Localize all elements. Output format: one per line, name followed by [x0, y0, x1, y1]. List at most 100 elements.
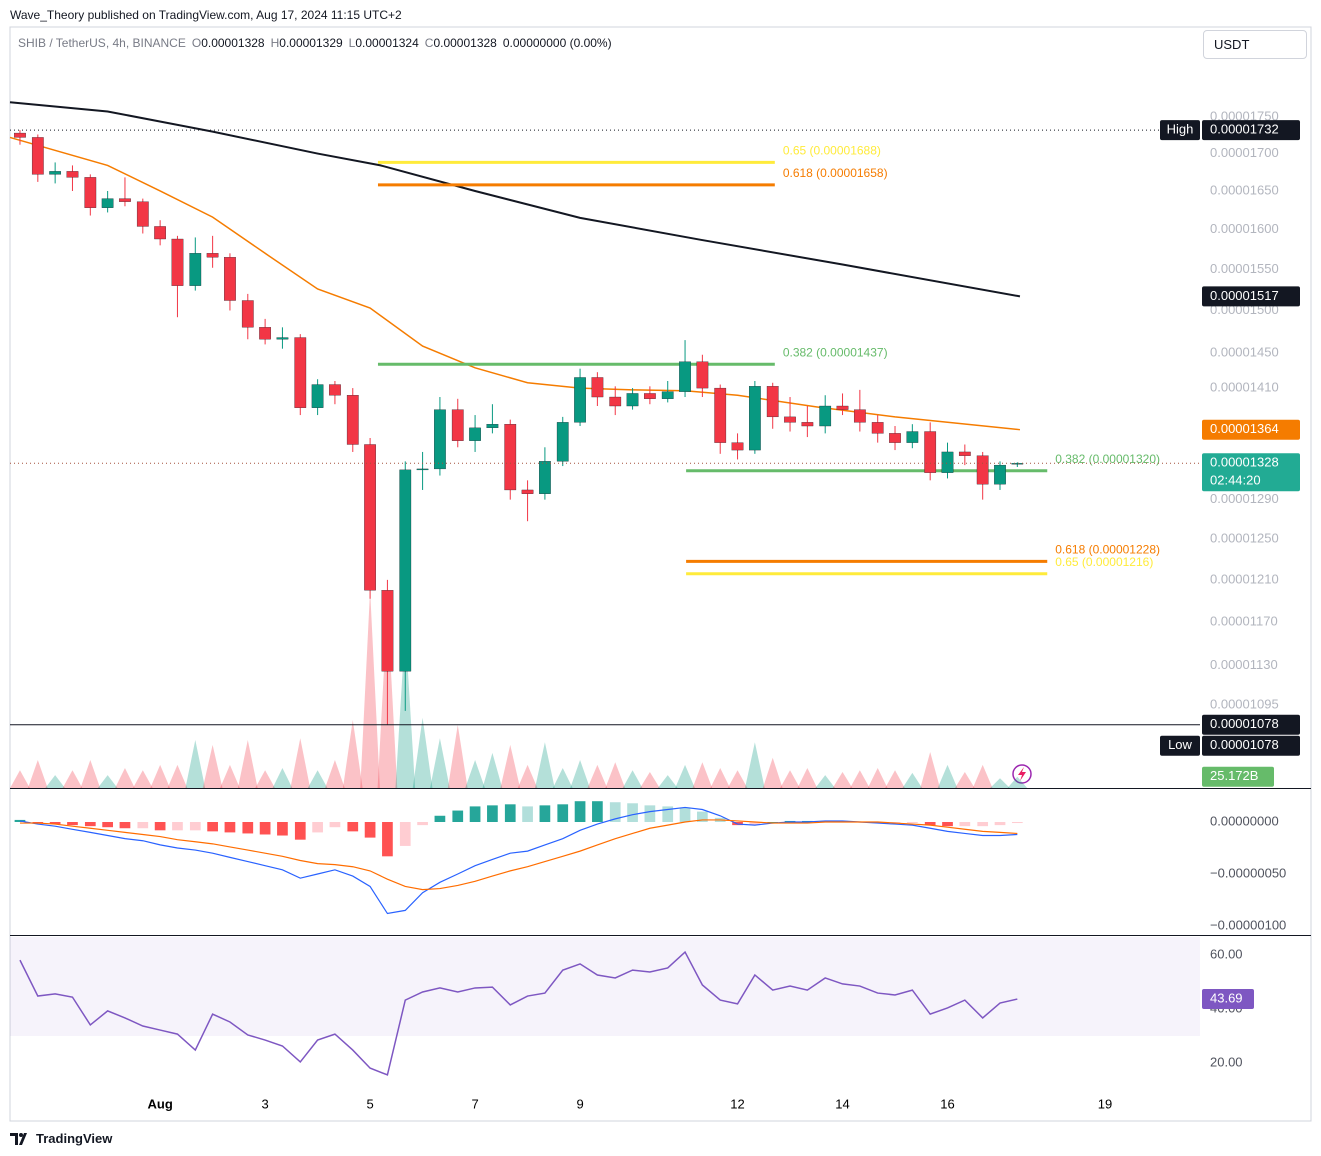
volume-area — [990, 778, 1010, 788]
ohlc-value: 0.00001328 — [201, 36, 265, 50]
volume-area — [115, 768, 135, 788]
volume-area — [762, 757, 783, 788]
symbol-line: SHIB / TetherUS, 4h, BINANCE O0.00001328 H… — [18, 36, 612, 50]
volume-area — [447, 724, 468, 788]
candle-body — [84, 177, 97, 208]
macd-histogram-bar — [329, 822, 341, 828]
volume-area — [885, 770, 905, 788]
fib-label: 0.618 (0.00001658) — [783, 166, 888, 180]
macd-histogram-bar — [137, 822, 149, 829]
fib-label: 0.65 (0.00001216) — [1055, 555, 1153, 569]
macd-histogram-bar — [977, 822, 989, 827]
price-label-box — [1202, 120, 1300, 141]
rsi-tick-label: 20.00 — [1210, 1054, 1243, 1069]
candle-body — [819, 405, 832, 427]
fib-label: 0.382 (0.00001437) — [783, 345, 888, 359]
candle-body — [871, 422, 884, 434]
candle-body — [241, 300, 254, 328]
candle-body — [171, 238, 184, 286]
x-tick-label: Aug — [147, 1096, 172, 1111]
macd-histogram-bar — [469, 806, 481, 823]
candle-body — [206, 253, 219, 258]
macd-histogram-bar — [749, 822, 761, 826]
macd-histogram-bar — [294, 822, 306, 840]
candle-body — [976, 455, 989, 485]
volume-area — [272, 768, 293, 788]
ohlc-value: 0.00001328 — [433, 36, 497, 50]
volume-area — [28, 760, 48, 788]
currency-button[interactable]: USDT — [1203, 30, 1307, 59]
candle-body — [189, 253, 202, 286]
volume-area — [62, 770, 83, 788]
volume-area — [587, 764, 608, 788]
macd-histogram-bar — [399, 822, 411, 846]
macd-histogram-bar — [574, 801, 586, 823]
candle-body — [661, 391, 674, 399]
macd-histogram-bar — [644, 805, 656, 823]
candle-body — [154, 226, 166, 240]
candle-body — [556, 422, 569, 462]
candle-body — [66, 171, 79, 178]
rsi-tick-label: 60.00 — [1210, 946, 1243, 961]
macd-line — [19, 819, 1018, 891]
volume-area — [832, 772, 853, 788]
volume-area — [605, 762, 626, 788]
macd-histogram-bar — [767, 822, 779, 823]
macd-histogram-bar — [347, 822, 359, 832]
macd-histogram-bar — [207, 822, 218, 832]
candle-body — [836, 405, 849, 410]
brand-logo — [10, 1132, 27, 1145]
macd-histogram-bar — [504, 804, 516, 823]
candle-body — [766, 386, 779, 418]
volume-area — [290, 738, 311, 788]
macd-histogram-bar — [592, 801, 603, 823]
price-label: 0.00001517 — [1210, 288, 1279, 303]
y-tick-label: 0.00001170 — [1210, 614, 1278, 629]
macd-histogram-bar — [189, 822, 201, 831]
candle-body — [451, 409, 464, 441]
candle-body — [311, 384, 324, 408]
y-tick-label: 0.00001095 — [1210, 697, 1279, 712]
macd-histogram-bar — [312, 822, 323, 833]
macd-histogram-bar — [539, 805, 551, 823]
volume-area — [465, 760, 485, 788]
candle-body — [696, 361, 709, 389]
candle-body — [136, 201, 149, 227]
macd-histogram-bar — [487, 805, 498, 823]
candle-body — [434, 409, 446, 470]
brand: TradingView — [36, 1131, 113, 1146]
macd-tick-label: 0.00000000 — [1210, 813, 1279, 828]
volume-area — [132, 770, 153, 788]
price-label: 0.00001078 — [1210, 716, 1279, 731]
y-tick-label: 0.00001700 — [1210, 145, 1279, 160]
x-tick-label: 14 — [835, 1096, 849, 1111]
volume-area — [972, 764, 993, 788]
macd-histogram-bar — [49, 822, 61, 825]
macd-histogram-bar — [382, 822, 393, 857]
candle-body — [574, 377, 586, 423]
candle-body — [644, 393, 656, 399]
volume-area — [535, 742, 555, 788]
volume-area — [150, 764, 170, 788]
price-label: 0.00001732 — [1210, 122, 1279, 137]
macd-histogram-bar — [84, 822, 96, 827]
volume-area — [10, 770, 30, 788]
fib-label: 0.65 (0.00001688) — [783, 144, 881, 158]
moving-average — [9, 101, 1021, 298]
volume-area — [570, 760, 590, 788]
rsi-band — [10, 937, 1200, 1037]
candle-body — [626, 393, 639, 407]
candle-body — [14, 132, 26, 138]
macd-histogram-bar — [364, 822, 376, 838]
alert-icon[interactable] — [1012, 764, 1032, 784]
macd-tick-label: −0.00000100 — [1210, 917, 1286, 932]
candle-body — [469, 427, 481, 441]
candle-body — [853, 409, 866, 423]
volume-label: 25.172B — [1210, 768, 1258, 783]
volume-area — [815, 775, 836, 788]
volume-area — [185, 740, 206, 788]
macd-histogram-bar — [697, 811, 708, 823]
macd-histogram-bar — [277, 822, 288, 836]
fib-label: 0.382 (0.00001320) — [1055, 452, 1160, 466]
volume-area — [255, 770, 275, 788]
